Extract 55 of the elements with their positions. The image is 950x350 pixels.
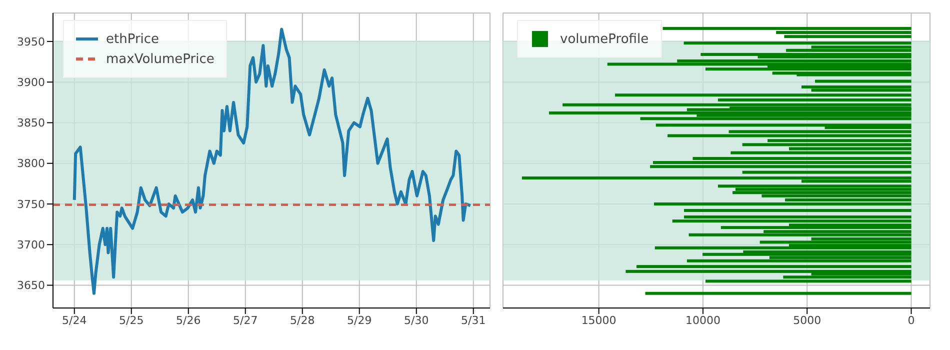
bar <box>668 134 912 138</box>
bar <box>718 98 912 102</box>
bar <box>607 62 912 66</box>
bar <box>650 165 912 168</box>
bar <box>742 143 912 146</box>
bar <box>702 252 912 256</box>
y-tick-label: 3900 <box>17 76 45 89</box>
x-tick-label: 0 <box>908 314 915 327</box>
y-tick-label: 3650 <box>17 279 45 292</box>
bar <box>720 226 912 230</box>
bar <box>645 292 912 295</box>
bar <box>549 111 912 114</box>
legend-label: volumeProfile <box>560 32 649 46</box>
bar <box>522 176 912 180</box>
bar <box>742 170 912 174</box>
x-tick-label: 10000 <box>685 314 720 327</box>
x-tick-label: 5/31 <box>461 314 486 327</box>
bar <box>684 208 912 212</box>
bar <box>684 42 912 45</box>
bar <box>626 270 912 273</box>
x-tick-label: 5/25 <box>119 314 144 327</box>
x-tick-label: 5/28 <box>290 314 315 327</box>
bar <box>656 124 912 127</box>
x-tick-label: 15000 <box>581 314 616 327</box>
x-tick-label: 5/26 <box>176 314 201 327</box>
y-tick-label: 3950 <box>17 35 45 48</box>
bar <box>686 259 912 262</box>
bar <box>654 246 912 250</box>
bar <box>615 94 912 97</box>
bar <box>640 117 912 120</box>
bar <box>652 161 912 164</box>
bar <box>718 184 912 188</box>
y-tick-label: 3850 <box>17 116 45 130</box>
x-tick-label: 5/27 <box>233 314 258 327</box>
bar <box>730 151 912 154</box>
x-tick-label: 5000 <box>793 314 822 327</box>
y-tick-label: 3700 <box>17 238 45 252</box>
x-tick-label: 5/29 <box>347 314 372 327</box>
legend-label: maxVolumePrice <box>106 52 214 66</box>
bar <box>760 240 912 244</box>
bar <box>705 68 912 71</box>
bar <box>705 280 912 283</box>
y-tick-label: 3800 <box>17 157 45 170</box>
x-tick-label: 5/24 <box>62 314 87 327</box>
bar <box>654 202 912 206</box>
bar <box>672 220 912 223</box>
y-tick-label: 3750 <box>17 198 45 211</box>
bar <box>662 26 912 30</box>
bar <box>732 191 912 194</box>
bar <box>801 85 912 88</box>
bar <box>636 265 912 268</box>
bar <box>815 80 912 83</box>
legend-label: ethPrice <box>106 32 160 46</box>
x-tick-label: 5/30 <box>404 314 429 327</box>
bar <box>688 233 912 236</box>
